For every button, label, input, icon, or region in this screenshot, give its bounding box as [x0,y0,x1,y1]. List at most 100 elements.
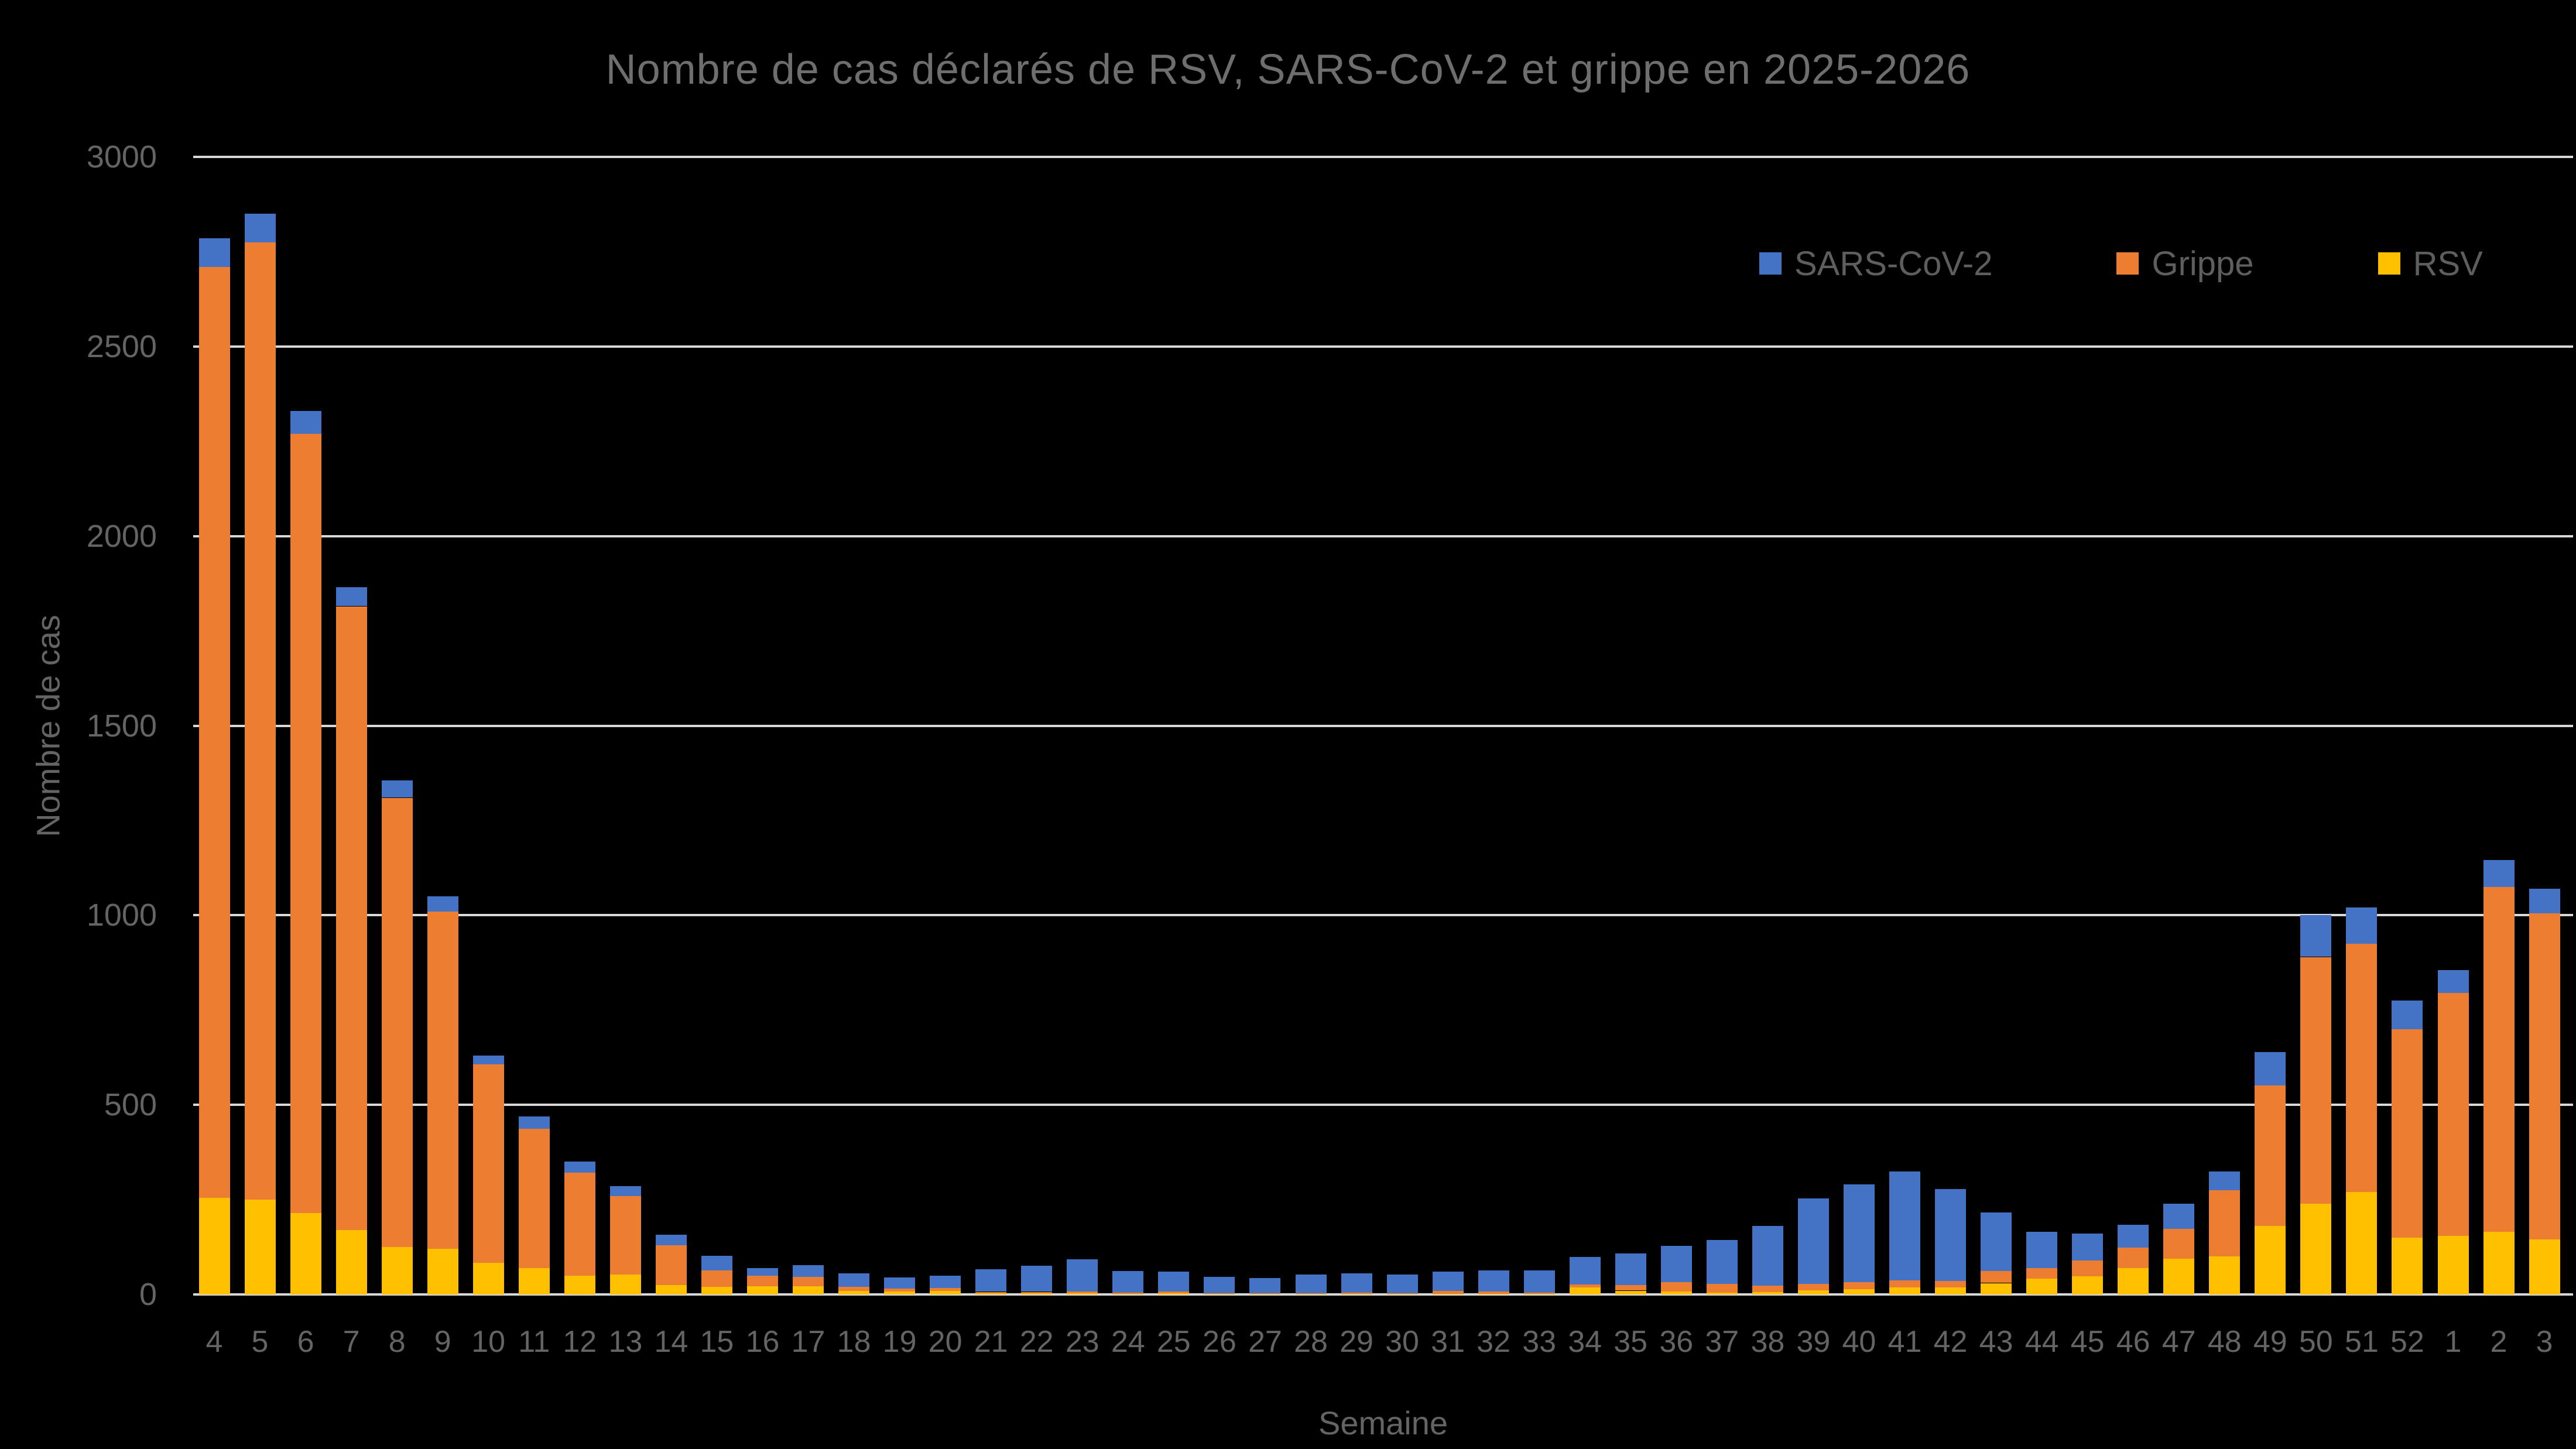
bar-week-1-sars-cov-2 [2437,970,2469,994]
x-tick-25: 25 [1156,1325,1191,1359]
bar-week-7-sars-cov-2 [335,587,367,607]
bar-week-15-grippe [701,1270,732,1287]
x-tick-34: 34 [1568,1325,1602,1359]
x-tick-35: 35 [1614,1325,1648,1359]
bar-week-5-rsv [244,1200,276,1294]
bar-week-46-grippe [2118,1248,2149,1268]
bar-week-13-grippe [609,1195,641,1275]
x-tick-38: 38 [1751,1325,1785,1359]
x-tick-41: 41 [1888,1325,1922,1359]
x-tick-44: 44 [2025,1325,2059,1359]
bar-week-47-sars-cov-2 [2163,1204,2195,1229]
bar-week-41-sars-cov-2 [1889,1171,1920,1280]
bar-week-9-grippe [427,911,458,1249]
bar-week-13-rsv [609,1275,641,1294]
bar-week-26-sars-cov-2 [1204,1277,1235,1293]
gridline-1000 [193,914,2573,917]
x-tick-42: 42 [1933,1325,1968,1359]
bar-week-47-grippe [2163,1229,2195,1259]
bar-week-51-grippe [2346,943,2378,1193]
bar-week-18-grippe [838,1287,870,1292]
x-tick-19: 19 [882,1325,917,1359]
bar-week-15-sars-cov-2 [701,1255,732,1271]
chart-title: Nombre de cas déclarés de RSV, SARS-CoV-… [605,46,1971,93]
bar-week-2-sars-cov-2 [2483,860,2515,887]
bar-week-49-grippe [2255,1085,2286,1227]
x-tick-52: 52 [2390,1325,2424,1359]
bar-week-8-grippe [381,797,413,1248]
y-tick-2000: 2000 [86,518,157,554]
bar-week-23-sars-cov-2 [1067,1259,1098,1292]
bar-week-20-sars-cov-2 [930,1275,961,1288]
legend-label-grippe: Grippe [2152,244,2254,283]
bar-week-52-sars-cov-2 [2392,1001,2423,1029]
bar-week-11-rsv [518,1268,550,1294]
gridline-2000 [193,535,2573,537]
x-tick-31: 31 [1431,1325,1465,1359]
x-tick-21: 21 [974,1325,1008,1359]
x-tick-40: 40 [1842,1325,1876,1359]
gridline-500 [193,1104,2573,1107]
bar-week-2-grippe [2483,886,2515,1232]
bar-week-9-rsv [427,1249,458,1294]
x-tick-28: 28 [1294,1325,1328,1359]
bar-week-17-sars-cov-2 [793,1265,824,1277]
bar-week-25-rsv [1158,1293,1190,1294]
sars-cov-2-swatch-icon [1759,252,1782,275]
bar-week-49-rsv [2255,1226,2286,1294]
bar-week-10-grippe [472,1064,504,1263]
x-tick-1: 1 [2444,1325,2462,1359]
legend-item-grippe: Grippe [2116,244,2254,283]
bar-week-38-grippe [1752,1286,1783,1293]
x-tick-18: 18 [837,1325,871,1359]
bar-week-6-grippe [290,433,321,1213]
bar-week-23-rsv [1067,1293,1098,1294]
bar-week-47-rsv [2163,1258,2195,1294]
bar-week-48-sars-cov-2 [2209,1171,2241,1190]
bar-week-16-rsv [747,1286,778,1294]
bar-week-24-sars-cov-2 [1112,1270,1144,1293]
bar-week-13-sars-cov-2 [609,1186,641,1196]
bar-week-6-sars-cov-2 [290,410,321,434]
bar-week-24-grippe [1112,1293,1144,1294]
bar-week-45-rsv [2072,1276,2104,1294]
x-tick-50: 50 [2298,1325,2333,1359]
bar-week-27-sars-cov-2 [1249,1277,1281,1294]
bar-week-30-sars-cov-2 [1386,1275,1418,1293]
bar-week-31-sars-cov-2 [1432,1272,1464,1292]
bar-week-19-grippe [884,1289,916,1292]
bar-week-44-grippe [2026,1268,2058,1279]
bar-week-39-sars-cov-2 [1797,1198,1829,1284]
bar-week-50-rsv [2300,1203,2332,1294]
bar-week-22-grippe [1021,1292,1053,1294]
bar-week-34-rsv [1569,1287,1601,1294]
bar-week-36-grippe [1660,1282,1692,1292]
x-tick-17: 17 [791,1325,825,1359]
legend-label-sars-cov-2: SARS-CoV-2 [1794,244,1993,283]
bar-week-51-rsv [2346,1192,2378,1294]
bar-week-3-rsv [2529,1239,2560,1294]
bar-week-17-grippe [793,1276,824,1286]
gridline-2500 [193,345,2573,348]
bar-week-16-grippe [747,1276,778,1286]
legend-item-rsv: RSV [2378,244,2483,283]
x-tick-13: 13 [608,1325,643,1359]
bar-week-49-sars-cov-2 [2255,1051,2286,1085]
bar-week-32-grippe [1478,1291,1509,1294]
legend-label-rsv: RSV [2413,244,2483,283]
x-tick-14: 14 [654,1325,688,1359]
bar-week-14-rsv [655,1284,687,1294]
rsv-swatch-icon [2378,252,2400,275]
bar-week-25-sars-cov-2 [1158,1272,1190,1292]
gridline-3000 [193,156,2573,158]
bar-week-20-rsv [930,1291,961,1294]
y-tick-0: 0 [139,1277,157,1312]
bar-week-48-rsv [2209,1256,2241,1294]
bar-week-30-grippe [1386,1293,1418,1294]
bar-week-48-grippe [2209,1190,2241,1257]
x-tick-33: 33 [1522,1325,1557,1359]
bar-week-37-sars-cov-2 [1706,1240,1738,1284]
bar-week-34-grippe [1569,1284,1601,1288]
bar-week-26-grippe [1204,1293,1235,1294]
